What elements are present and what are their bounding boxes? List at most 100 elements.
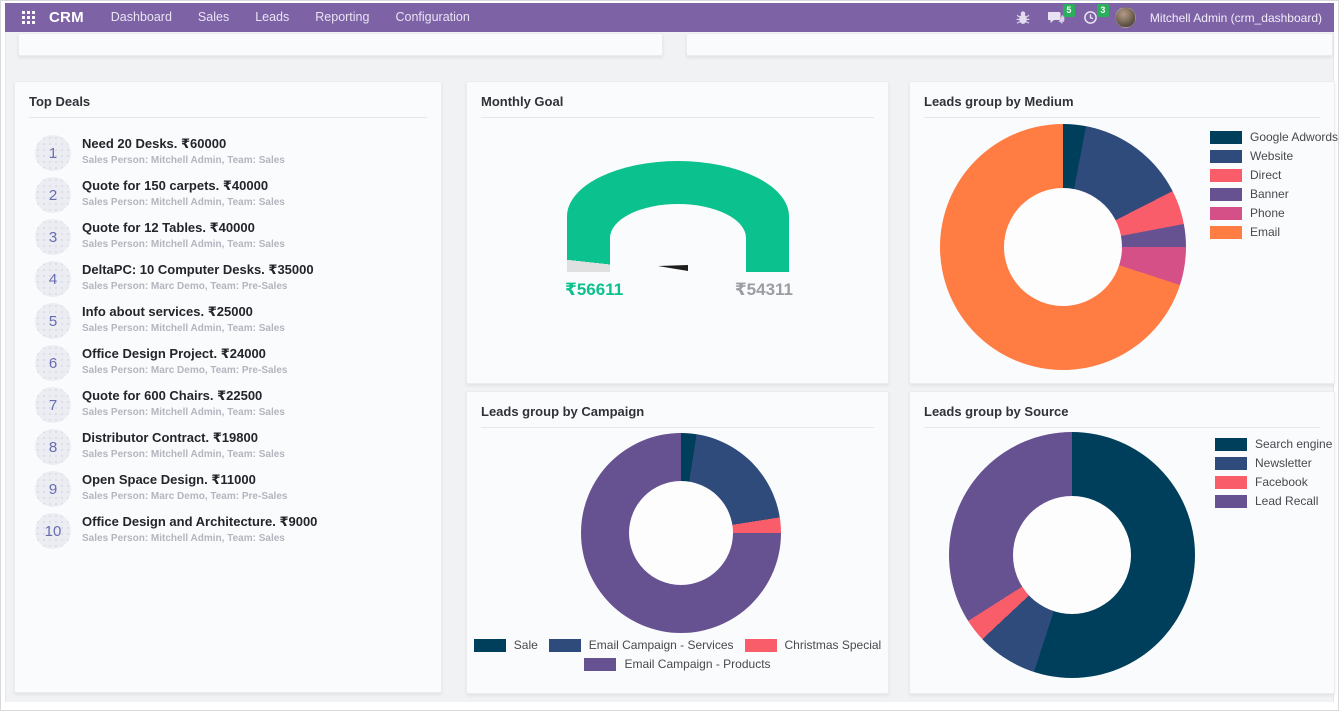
nav-item-leads[interactable]: Leads bbox=[255, 10, 290, 24]
deal-title: Office Design Project. ₹24000 bbox=[82, 346, 266, 361]
user-avatar[interactable] bbox=[1114, 7, 1136, 28]
legend-item-phone[interactable]: Phone bbox=[1210, 206, 1338, 220]
nav-item-sales[interactable]: Sales bbox=[197, 10, 230, 24]
legend-item-lead-recall[interactable]: Lead Recall bbox=[1215, 494, 1332, 508]
legend-label: Email Campaign - Services bbox=[588, 638, 734, 652]
deal-row-3[interactable]: 3 Quote for 12 Tables. ₹40000 Sales Pers… bbox=[35, 219, 429, 255]
nav-left: CRM Dashboard Sales Leads Reporting Conf… bbox=[15, 3, 483, 32]
legend-item-website[interactable]: Website bbox=[1210, 149, 1338, 163]
gauge-needle bbox=[658, 265, 688, 271]
deal-row-9[interactable]: 9 Open Space Design. ₹11000 Sales Person… bbox=[35, 471, 429, 507]
legend-item-direct[interactable]: Direct bbox=[1210, 168, 1338, 182]
legend-item-google-adwords[interactable]: Google Adwords bbox=[1210, 130, 1338, 144]
legend-item-sale[interactable]: Sale bbox=[473, 638, 538, 652]
debug-bug-icon[interactable] bbox=[1013, 8, 1033, 28]
deal-row-10[interactable]: 10 Office Design and Architecture. ₹9000… bbox=[35, 513, 429, 549]
legend-item-email[interactable]: Email bbox=[1210, 225, 1338, 239]
deal-row-7[interactable]: 7 Quote for 600 Chairs. ₹22500 Sales Per… bbox=[35, 387, 429, 423]
legend-swatch bbox=[1215, 456, 1247, 470]
divider bbox=[481, 427, 874, 428]
gauge-hole bbox=[610, 204, 746, 272]
legend-swatch bbox=[1215, 437, 1247, 451]
nav-item-configuration[interactable]: Configuration bbox=[395, 10, 470, 24]
legend-swatch bbox=[1210, 206, 1242, 220]
legend-item-newsletter[interactable]: Newsletter bbox=[1215, 456, 1332, 470]
campaign-donut-chart[interactable] bbox=[581, 433, 781, 633]
gauge-achieved-value: ₹56611 bbox=[565, 280, 624, 299]
top-deals-list: 1 Need 20 Desks. ₹60000 Sales Person: Mi… bbox=[15, 118, 441, 549]
deal-title: Distributor Contract. ₹19800 bbox=[82, 430, 258, 445]
deal-title: Open Space Design. ₹11000 bbox=[82, 472, 256, 487]
legend-label: Lead Recall bbox=[1255, 494, 1319, 508]
deal-row-2[interactable]: 2 Quote for 150 carpets. ₹40000 Sales Pe… bbox=[35, 177, 429, 213]
deal-row-1[interactable]: 1 Need 20 Desks. ₹60000 Sales Person: Mi… bbox=[35, 135, 429, 171]
deal-title: Quote for 150 carpets. ₹40000 bbox=[82, 178, 269, 193]
card-title: Leads group by Campaign bbox=[481, 404, 645, 419]
messages-button[interactable]: 5 bbox=[1047, 3, 1075, 28]
leads-by-medium-card: Leads group by Medium Google Adwords Web… bbox=[909, 81, 1338, 384]
deal-subtitle: Sales Person: Mitchell Admin, Team: Sale… bbox=[82, 323, 285, 335]
leads-by-source-card: Leads group by Source Search engine News… bbox=[909, 391, 1335, 694]
gauge-labels: ₹56611 ₹54311 bbox=[565, 280, 793, 300]
activities-button[interactable]: 3 bbox=[1081, 3, 1109, 28]
legend-item-email-campaign-services[interactable]: Email Campaign - Services bbox=[548, 638, 734, 652]
donut-hole bbox=[1013, 496, 1131, 614]
medium-donut-chart[interactable] bbox=[940, 124, 1186, 370]
deal-rank-badge: 3 bbox=[35, 219, 71, 255]
deal-subtitle: Sales Person: Mitchell Admin, Team: Sale… bbox=[82, 197, 285, 209]
legend-label: Email bbox=[1250, 225, 1281, 239]
apps-grid-icon[interactable] bbox=[15, 7, 41, 29]
bottom-margin bbox=[1, 702, 1338, 710]
legend-item-christmas-special[interactable]: Christmas Special bbox=[744, 638, 881, 652]
deal-row-8[interactable]: 8 Distributor Contract. ₹19800 Sales Per… bbox=[35, 429, 429, 465]
deal-subtitle: Sales Person: Mitchell Admin, Team: Sale… bbox=[82, 155, 285, 167]
monthly-goal-gauge[interactable] bbox=[567, 161, 789, 272]
legend-swatch bbox=[1210, 187, 1242, 201]
deal-title: Quote for 12 Tables. ₹40000 bbox=[82, 220, 255, 235]
legend-swatch bbox=[1210, 225, 1242, 239]
legend-label: Sale bbox=[513, 638, 538, 652]
deal-rank-badge: 2 bbox=[35, 177, 71, 213]
nav-item-dashboard[interactable]: Dashboard bbox=[110, 10, 172, 24]
chat-bubbles-icon bbox=[1048, 11, 1065, 24]
deal-rank-badge: 4 bbox=[35, 261, 71, 297]
app-brand[interactable]: CRM bbox=[49, 9, 84, 26]
activities-badge: 3 bbox=[1096, 3, 1109, 17]
legend-label: Google Adwords bbox=[1250, 130, 1339, 144]
legend-item-facebook[interactable]: Facebook bbox=[1215, 475, 1332, 489]
legend-swatch bbox=[584, 657, 617, 671]
legend-label: Website bbox=[1250, 149, 1294, 163]
monthly-goal-card: Monthly Goal ₹56611 ₹54311 bbox=[466, 81, 889, 384]
deal-subtitle: Sales Person: Mitchell Admin, Team: Sale… bbox=[82, 449, 285, 461]
divider bbox=[924, 117, 1320, 118]
legend-item-email-campaign-products[interactable]: Email Campaign - Products bbox=[584, 657, 771, 671]
top-nav: CRM Dashboard Sales Leads Reporting Conf… bbox=[5, 3, 1334, 32]
deal-subtitle: Sales Person: Mitchell Admin, Team: Sale… bbox=[82, 407, 285, 419]
legend-swatch bbox=[744, 638, 777, 652]
legend-swatch bbox=[473, 638, 506, 652]
deal-title: Office Design and Architecture. ₹9000 bbox=[82, 514, 318, 529]
legend-swatch bbox=[548, 638, 581, 652]
deal-rank-badge: 8 bbox=[35, 429, 71, 465]
deal-subtitle: Sales Person: Marc Demo, Team: Pre-Sales bbox=[82, 491, 288, 503]
source-donut-chart[interactable] bbox=[949, 432, 1195, 678]
deal-rank-badge: 9 bbox=[35, 471, 71, 507]
donut-hole bbox=[629, 481, 733, 585]
medium-legend: Google Adwords Website Direct Banner Pho… bbox=[1210, 130, 1338, 244]
deal-rank-badge: 10 bbox=[35, 513, 71, 549]
divider bbox=[481, 117, 874, 118]
user-menu[interactable]: Mitchell Admin (crm_dashboard) bbox=[1149, 10, 1322, 25]
legend-swatch bbox=[1215, 494, 1247, 508]
deal-row-5[interactable]: 5 Info about services. ₹25000 Sales Pers… bbox=[35, 303, 429, 339]
legend-item-banner[interactable]: Banner bbox=[1210, 187, 1338, 201]
partial-card-top-right bbox=[686, 33, 1333, 56]
deal-row-6[interactable]: 6 Office Design Project. ₹24000 Sales Pe… bbox=[35, 345, 429, 381]
legend-item-search-engine[interactable]: Search engine bbox=[1215, 437, 1332, 451]
deal-row-4[interactable]: 4 DeltaPC: 10 Computer Desks. ₹35000 Sal… bbox=[35, 261, 429, 297]
source-legend: Search engine Newsletter Facebook Lead R… bbox=[1215, 437, 1332, 513]
divider bbox=[29, 117, 427, 118]
legend-swatch bbox=[1210, 168, 1242, 182]
legend-swatch bbox=[1210, 130, 1242, 144]
nav-item-reporting[interactable]: Reporting bbox=[315, 10, 370, 24]
